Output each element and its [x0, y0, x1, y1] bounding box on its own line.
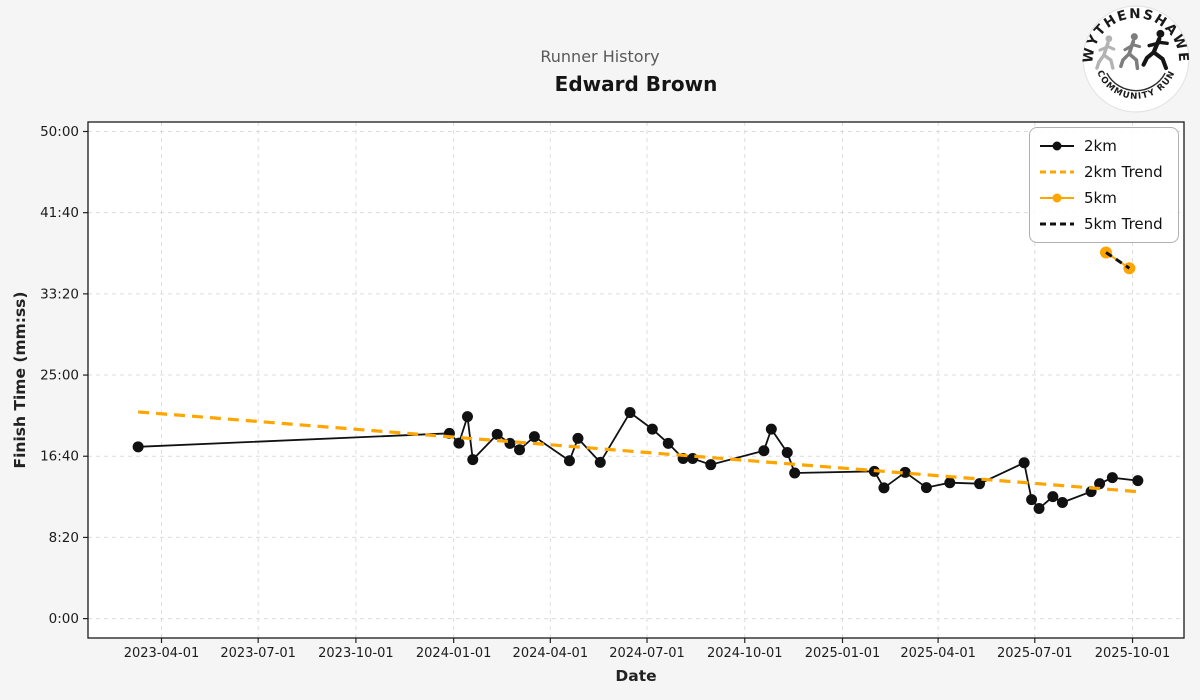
data-point	[789, 467, 801, 479]
data-point	[1132, 475, 1144, 487]
legend-label: 5km Trend	[1084, 215, 1163, 233]
data-point	[662, 437, 674, 449]
data-point	[1047, 491, 1059, 503]
data-point	[1094, 478, 1106, 490]
data-point	[758, 445, 770, 457]
y-tick-label: 16:40	[40, 449, 79, 465]
data-point	[504, 437, 516, 449]
data-point	[1033, 503, 1045, 515]
logo-runner-icon-light	[1095, 35, 1116, 70]
y-tick-label: 50:00	[40, 124, 79, 140]
data-point	[974, 478, 986, 490]
data-point	[563, 455, 575, 467]
legend-line-icon	[1040, 141, 1074, 151]
legend-item-5km-trend: 5km Trend	[1039, 211, 1170, 237]
tick-marks	[83, 130, 1134, 643]
data-point	[461, 411, 473, 423]
data-point	[687, 453, 699, 465]
data-point	[920, 482, 932, 494]
data-point	[453, 437, 465, 449]
data-point	[491, 428, 503, 440]
data-point	[765, 423, 777, 435]
x-tick-label: 2025-01-01	[805, 646, 881, 661]
logo-runner-icon-mid	[1119, 33, 1142, 71]
page-title: Runner History	[540, 47, 660, 66]
x-tick-label: 2024-07-01	[609, 646, 685, 661]
plot-frame	[87, 121, 1185, 639]
x-tick-label: 2023-04-01	[124, 646, 200, 661]
x-tick-label: 2023-07-01	[220, 646, 296, 661]
chart-legend: 2km 2km Trend 5km 5km Trend	[1029, 127, 1179, 243]
legend-label: 2km	[1084, 137, 1117, 155]
data-point	[1106, 472, 1118, 484]
x-tick-label: 2024-04-01	[513, 646, 589, 661]
legend-label: 2km Trend	[1084, 163, 1163, 181]
data-point	[572, 432, 584, 444]
data-point	[1018, 457, 1030, 469]
legend-item-2km-trend: 2km Trend	[1039, 159, 1170, 185]
y-tick-label: 8:20	[49, 530, 79, 546]
data-point	[514, 444, 526, 456]
logo-runner-icon-dark	[1141, 29, 1169, 71]
data-point	[944, 477, 956, 489]
legend-item-5km: 5km	[1039, 185, 1170, 211]
y-tick-label: 33:20	[40, 286, 79, 302]
x-tick-label: 2024-10-01	[707, 646, 783, 661]
x-tick-label: 2023-10-01	[318, 646, 394, 661]
legend-line-icon	[1040, 170, 1074, 174]
y-tick-label: 0:00	[49, 611, 79, 627]
data-point	[467, 454, 479, 466]
series-5km-trend	[1105, 251, 1131, 270]
community-run-logo: WYTHENSHAWE COMMUNITY RUN	[1082, 5, 1190, 113]
x-axis-label: Date	[615, 667, 656, 685]
series-2km-trend	[138, 410, 1138, 494]
legend-label: 5km	[1084, 189, 1117, 207]
data-point	[1026, 494, 1038, 506]
tick-labels: 2023-04-01 2023-07-01 2023-10-01 2024-01-01…	[40, 124, 1170, 661]
legend-line-icon	[1040, 222, 1074, 226]
data-point	[781, 447, 793, 459]
y-tick-label: 41:40	[40, 205, 79, 221]
legend-item-2km: 2km	[1039, 133, 1170, 159]
data-point	[705, 459, 717, 471]
gridlines	[88, 122, 1184, 638]
y-axis-label: Finish Time (mm:ss)	[11, 292, 29, 469]
x-tick-label: 2025-04-01	[900, 646, 976, 661]
page-subtitle: Edward Brown	[554, 72, 718, 96]
plot-area	[88, 122, 1184, 638]
data-point	[878, 482, 890, 494]
data-point	[899, 466, 911, 478]
data-point	[624, 407, 636, 419]
data-point	[528, 431, 540, 443]
data-point	[594, 456, 606, 468]
x-tick-label: 2024-01-01	[416, 646, 492, 661]
data-point	[1056, 497, 1068, 509]
data-point	[132, 441, 144, 453]
x-tick-label: 2025-07-01	[997, 646, 1073, 661]
data-point	[646, 423, 658, 435]
x-tick-label: 2025-10-01	[1095, 646, 1171, 661]
logo-ground-arc	[1106, 72, 1166, 92]
y-tick-label: 25:00	[40, 368, 79, 384]
legend-line-icon	[1040, 193, 1074, 203]
